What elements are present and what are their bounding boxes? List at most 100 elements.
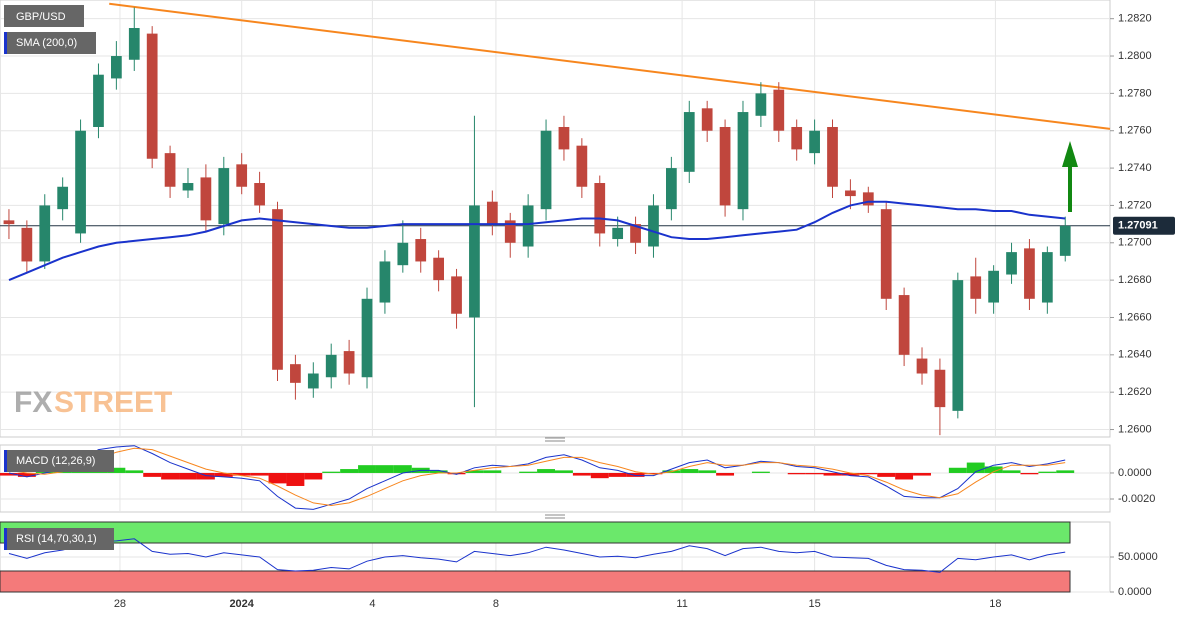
candle-body — [648, 205, 659, 247]
candle-body — [486, 201, 498, 225]
candle-body — [970, 276, 982, 299]
histogram-bar — [895, 472, 914, 480]
histogram-bar — [268, 472, 287, 484]
panel-handle[interactable] — [545, 514, 565, 519]
candle-body — [1024, 248, 1035, 299]
candle-body — [862, 192, 874, 206]
y-tick-label: 1.2820 — [1118, 13, 1152, 25]
candle-body — [719, 126, 731, 206]
candle-body — [379, 261, 391, 303]
x-tick-label: 4 — [369, 598, 375, 610]
candle-body — [343, 351, 355, 374]
candle-body — [988, 270, 999, 303]
x-tick-label: 28 — [114, 598, 126, 610]
oversold-zone — [0, 570, 1071, 593]
histogram-bar — [143, 472, 162, 477]
sma-label: SMA (200,0) — [16, 37, 77, 49]
histogram-bar — [250, 472, 269, 476]
candle-body — [164, 153, 176, 187]
histogram-bar — [179, 472, 197, 480]
histogram-bar — [0, 472, 18, 476]
histogram-bar — [841, 472, 860, 476]
candle-body — [880, 209, 892, 299]
rsi-label: RSI (14,70,30,1) — [16, 533, 97, 545]
histogram-bar — [877, 472, 896, 477]
y-tick-label: 1.2700 — [1118, 237, 1152, 249]
x-tick-label: 18 — [989, 598, 1001, 610]
candle-body — [272, 209, 283, 370]
y-tick-label: 1.2600 — [1118, 423, 1152, 435]
sma-line — [8, 200, 1066, 282]
rsi-line — [8, 538, 1066, 573]
candle-body — [361, 298, 373, 378]
histogram-bar — [125, 470, 144, 473]
x-tick-label: 8 — [493, 598, 499, 610]
candle-body — [827, 126, 838, 187]
candle-body — [218, 168, 230, 225]
histogram-bar — [322, 471, 341, 473]
candle-body — [21, 227, 33, 262]
histogram-bar — [1038, 471, 1057, 473]
candle-body — [415, 239, 427, 262]
x-tick-label: 15 — [808, 598, 820, 610]
histogram-bar — [787, 472, 806, 475]
panel-handle[interactable] — [545, 437, 565, 442]
histogram-bar — [393, 465, 412, 473]
candle-body — [307, 373, 319, 389]
histogram-bar — [948, 467, 967, 473]
histogram-bar — [913, 472, 931, 476]
histogram-bar — [644, 472, 663, 475]
histogram-bar — [698, 470, 717, 473]
y-tick-label: 1.2660 — [1118, 311, 1152, 323]
trend-arrow — [1062, 141, 1078, 212]
candle-body — [75, 130, 86, 234]
y-tick-label: 50.0000 — [1118, 551, 1158, 563]
candle-body — [1059, 225, 1071, 256]
y-tick-label: -0.0020 — [1118, 493, 1155, 505]
histogram-bar — [608, 472, 627, 477]
candle-body — [683, 112, 695, 172]
candle-body — [737, 112, 749, 210]
macd-line — [8, 447, 1066, 507]
symbol-box — [4, 5, 84, 27]
rsi-stripe — [4, 528, 7, 550]
candle-body — [325, 354, 337, 378]
candle-body — [236, 164, 248, 187]
x-tick-label: 2024 — [229, 598, 254, 610]
candle-body — [111, 56, 122, 79]
histogram-bar — [35, 471, 54, 473]
rsi-box — [4, 528, 114, 550]
candle-body — [809, 130, 820, 154]
histogram-bar — [196, 472, 215, 480]
histogram-bar — [286, 472, 305, 486]
candle-body — [397, 242, 409, 266]
y-tick-label: 0.0000 — [1118, 467, 1152, 479]
histogram-bar — [1020, 472, 1039, 475]
x-tick-label: 11 — [676, 598, 687, 610]
histogram-bar — [626, 472, 645, 477]
symbol-label: GBP/USD — [16, 11, 66, 23]
candle-body — [1041, 252, 1053, 303]
histogram-bar — [716, 472, 735, 476]
candle-body — [576, 145, 588, 187]
histogram-bar — [161, 472, 180, 480]
y-tick-label: 1.2740 — [1118, 162, 1152, 174]
histogram-bar — [537, 469, 555, 473]
candle-body — [916, 358, 928, 374]
histogram-bar — [465, 470, 484, 473]
macd-stripe — [4, 450, 7, 472]
histogram-bar — [1056, 470, 1075, 473]
main-panel — [0, 0, 1111, 438]
macd-box — [4, 450, 114, 472]
histogram-bar — [304, 472, 323, 480]
y-tick-label: 1.2680 — [1118, 274, 1152, 286]
candle-body — [612, 227, 624, 240]
candle-body — [773, 89, 785, 131]
candle-body — [200, 177, 212, 221]
last-price-box — [1113, 216, 1175, 235]
candle-body — [898, 295, 910, 355]
histogram-bar — [859, 472, 878, 475]
histogram-bar — [751, 471, 770, 473]
